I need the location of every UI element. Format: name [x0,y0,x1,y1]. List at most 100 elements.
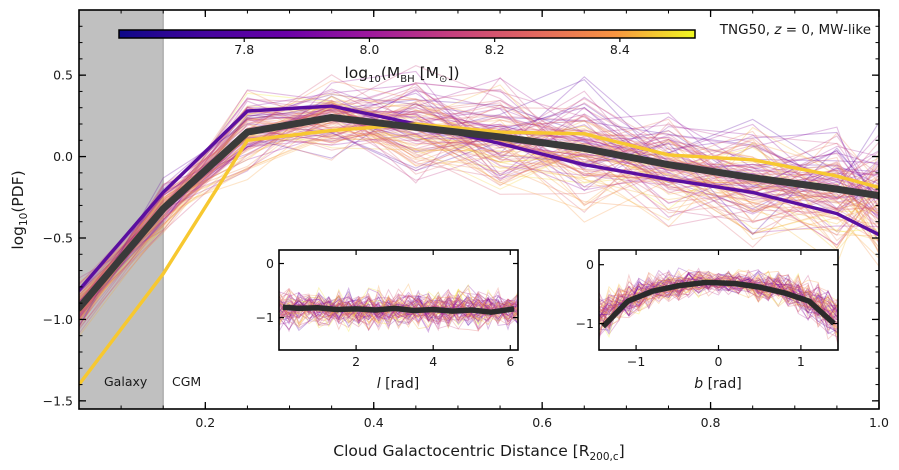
background-line [79,103,879,327]
background-line [79,80,879,314]
inset-background-line [279,290,518,322]
y-axis-label: log10(PDF) [9,170,30,249]
inset-y-tick-label: 0 [586,257,594,272]
inset-background-line [279,294,518,330]
y-tick-label: −1.5 [43,393,73,408]
background-line [79,99,879,319]
inset-l-xlabel: l [rad] [377,376,420,392]
x-tick-label: 0.2 [195,415,215,430]
background-line [79,102,879,306]
x-axis-label: Cloud Galactocentric Distance [R200,c] [333,442,624,463]
inset-background-line [279,294,518,324]
series-line-low-mass [79,104,879,292]
background-line [79,107,879,337]
inset-background-line [279,289,518,322]
series-line-high-mass [79,122,879,387]
inset-background-line [279,293,518,325]
inset-x-tick-label: 0 [715,354,723,369]
inset-background-line [599,270,838,317]
inset-background-line [599,270,838,331]
inset-background-line [279,291,518,326]
background-line [79,89,879,304]
inset-background-line [279,289,518,331]
x-tick-label: 0.4 [364,415,384,430]
background-line [79,121,879,291]
background-line [79,95,879,309]
inset-background-line [279,283,518,325]
background-line [79,106,879,298]
y-tick-label: 0.0 [53,149,73,164]
background-line [79,106,879,327]
inset-background-line [279,296,518,334]
annotation-label: TNG50, z = 0, MW-like [719,22,871,38]
background-line [79,122,879,315]
background-line [79,102,879,306]
inset-background-line [599,269,838,324]
y-tick-label: −1.0 [43,312,73,327]
background-line [79,106,879,303]
inset-b-ticks: −1 0 1 0 −1 [576,250,838,369]
inset-background-line [279,301,518,330]
background-line [79,111,879,289]
main-axis-ticks: 0.2 0.4 0.6 0.8 1.0 −1.5 −1.0 −0.5 0.0 0.5 [43,10,889,430]
inset-background-line [599,276,838,323]
inset-background-line [279,284,518,331]
background-line [79,116,879,334]
inset-b-xlabel: b [rad] [694,376,742,392]
inset-background-line [279,294,518,331]
background-line [79,93,879,313]
background-line [79,102,879,320]
background-line [79,111,879,310]
inset-x-tick-label: 1 [797,354,805,369]
inset-y-tick-label: 0 [266,256,274,271]
background-line [79,82,879,321]
inset-background-line [279,288,518,325]
inset-y-tick-label: −1 [256,310,274,325]
inset-background-line [279,292,518,328]
inset-background-line [599,273,838,346]
colorbar-gradient [118,29,696,39]
inset-background-line [599,270,838,332]
inset-median-line [282,304,515,315]
x-tick-label: 0.6 [532,415,552,430]
background-line [79,92,879,312]
background-line [79,124,879,296]
inset-background-line [279,293,518,323]
background-line [79,105,879,301]
y-tick-label: 0.5 [53,68,73,83]
inset-background-line [599,274,838,340]
inset-background-line [279,294,518,329]
inset-background-line [599,275,838,330]
inset-background-line [279,293,518,332]
inset-background-line [279,294,518,321]
inset-x-tick-label: 6 [506,354,514,369]
colorbar [118,29,696,39]
colorbar-tick-label: 8.2 [485,42,505,57]
galaxy-label: Galaxy [104,374,148,389]
inset-background-line [599,276,838,326]
cgm-label: CGM [172,374,201,389]
inset-background-line [279,287,518,328]
inset-background-line [279,291,518,332]
colorbar-ticks: 7.8 8.0 8.2 8.4 [234,38,630,57]
background-line [79,76,879,305]
series-line-median [79,114,879,312]
main-plot-frame [78,9,880,410]
background-line [79,102,879,308]
inset-background-line [279,289,518,331]
background-line [79,110,879,317]
inset-background-line [279,288,518,324]
inset-background-line [279,296,518,322]
background-line [79,115,879,299]
background-line [79,111,879,309]
inset-background-line [599,269,838,323]
inset-l-ticks: 2 4 6 0 −1 [256,250,518,369]
inset-background-line [599,271,838,327]
inset-background-line [599,273,838,321]
background-line [79,114,879,307]
inset-background-line [279,287,518,321]
inset-background-line [279,294,518,323]
inset-background-line [279,296,518,333]
colorbar-tick-label: 8.0 [359,42,379,57]
